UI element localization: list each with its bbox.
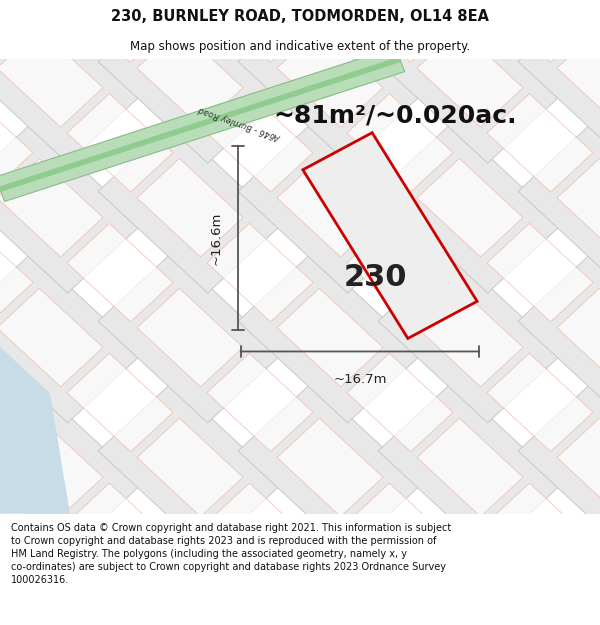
Polygon shape xyxy=(378,253,562,422)
Polygon shape xyxy=(518,0,600,163)
Polygon shape xyxy=(557,29,600,127)
Polygon shape xyxy=(137,288,243,387)
Polygon shape xyxy=(0,57,401,192)
Polygon shape xyxy=(557,418,600,516)
Polygon shape xyxy=(557,548,600,625)
Polygon shape xyxy=(0,253,142,422)
Polygon shape xyxy=(518,0,600,33)
Polygon shape xyxy=(277,159,383,257)
Polygon shape xyxy=(347,353,453,452)
Polygon shape xyxy=(347,224,453,322)
Polygon shape xyxy=(487,353,593,452)
Polygon shape xyxy=(417,418,523,516)
Polygon shape xyxy=(417,29,523,127)
Polygon shape xyxy=(378,512,562,625)
Polygon shape xyxy=(238,382,422,552)
Text: ~81m²/~0.020ac.: ~81m²/~0.020ac. xyxy=(273,103,517,127)
Polygon shape xyxy=(347,0,453,62)
Polygon shape xyxy=(378,382,562,552)
Polygon shape xyxy=(0,0,2,33)
Polygon shape xyxy=(487,483,593,581)
Polygon shape xyxy=(137,159,243,257)
Polygon shape xyxy=(238,0,422,163)
Polygon shape xyxy=(207,224,313,322)
Polygon shape xyxy=(67,353,173,452)
Polygon shape xyxy=(0,418,103,516)
Polygon shape xyxy=(0,548,103,625)
Polygon shape xyxy=(98,253,282,422)
Polygon shape xyxy=(518,382,600,552)
Polygon shape xyxy=(137,29,243,127)
Text: ~16.6m: ~16.6m xyxy=(209,211,223,264)
Polygon shape xyxy=(0,159,103,257)
Polygon shape xyxy=(347,94,453,192)
Polygon shape xyxy=(0,122,142,293)
Polygon shape xyxy=(98,122,282,293)
Text: 230, BURNLEY ROAD, TODMORDEN, OL14 8EA: 230, BURNLEY ROAD, TODMORDEN, OL14 8EA xyxy=(111,9,489,24)
Polygon shape xyxy=(417,288,523,387)
Polygon shape xyxy=(0,382,142,552)
Polygon shape xyxy=(487,224,593,322)
Polygon shape xyxy=(0,512,142,625)
Polygon shape xyxy=(487,94,593,192)
Polygon shape xyxy=(0,122,2,293)
Polygon shape xyxy=(0,0,142,33)
Polygon shape xyxy=(0,353,33,452)
Polygon shape xyxy=(277,548,383,625)
Polygon shape xyxy=(207,0,313,62)
Polygon shape xyxy=(518,512,600,625)
Polygon shape xyxy=(0,224,33,322)
Polygon shape xyxy=(0,94,33,192)
Polygon shape xyxy=(277,288,383,387)
Polygon shape xyxy=(303,132,477,338)
Polygon shape xyxy=(98,512,282,625)
Text: Contains OS data © Crown copyright and database right 2021. This information is : Contains OS data © Crown copyright and d… xyxy=(11,522,451,586)
Polygon shape xyxy=(378,0,562,33)
Polygon shape xyxy=(417,548,523,625)
Polygon shape xyxy=(98,382,282,552)
Polygon shape xyxy=(67,94,173,192)
Polygon shape xyxy=(98,0,282,163)
Polygon shape xyxy=(0,253,2,422)
Polygon shape xyxy=(98,0,282,33)
Polygon shape xyxy=(277,29,383,127)
Polygon shape xyxy=(0,0,33,62)
Polygon shape xyxy=(137,418,243,516)
Text: A646 - Burnley Road: A646 - Burnley Road xyxy=(197,105,283,142)
Polygon shape xyxy=(207,94,313,192)
Polygon shape xyxy=(238,122,422,293)
Polygon shape xyxy=(137,548,243,625)
Text: 230: 230 xyxy=(343,262,407,292)
Polygon shape xyxy=(518,253,600,422)
Polygon shape xyxy=(0,512,2,625)
Polygon shape xyxy=(0,0,142,163)
Text: ~16.7m: ~16.7m xyxy=(333,372,387,386)
Polygon shape xyxy=(238,0,422,33)
Polygon shape xyxy=(0,288,103,387)
Polygon shape xyxy=(0,483,33,581)
Polygon shape xyxy=(67,0,173,62)
Polygon shape xyxy=(0,0,2,163)
Text: Map shows position and indicative extent of the property.: Map shows position and indicative extent… xyxy=(130,40,470,52)
Polygon shape xyxy=(557,288,600,387)
Polygon shape xyxy=(207,353,313,452)
Polygon shape xyxy=(238,512,422,625)
Polygon shape xyxy=(0,29,103,127)
Polygon shape xyxy=(67,483,173,581)
Polygon shape xyxy=(347,483,453,581)
Polygon shape xyxy=(378,0,562,163)
Polygon shape xyxy=(0,382,2,552)
Polygon shape xyxy=(518,122,600,293)
Polygon shape xyxy=(207,483,313,581)
Polygon shape xyxy=(0,47,404,201)
Polygon shape xyxy=(487,0,593,62)
Polygon shape xyxy=(67,224,173,322)
Polygon shape xyxy=(238,253,422,422)
Polygon shape xyxy=(417,159,523,257)
Polygon shape xyxy=(277,418,383,516)
Polygon shape xyxy=(378,122,562,293)
Polygon shape xyxy=(557,159,600,257)
Polygon shape xyxy=(0,347,70,514)
